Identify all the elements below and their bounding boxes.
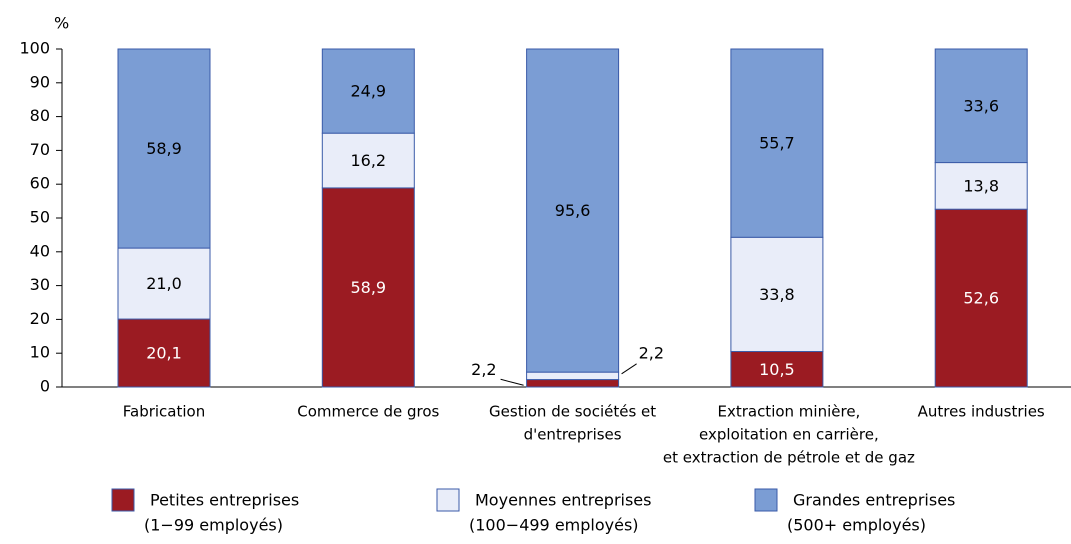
data-label: 55,7 <box>759 134 795 153</box>
bar-segment <box>526 379 620 388</box>
y-tick-label: 100 <box>19 39 50 58</box>
legend-label: Moyennes entreprises <box>475 491 651 510</box>
bar-segment <box>321 132 415 189</box>
leader-line <box>500 378 524 386</box>
bar-segment <box>321 187 415 388</box>
legend-label: (500+ employés) <box>787 516 926 535</box>
legend-label: Grandes entreprises <box>793 491 955 510</box>
data-label: 24,9 <box>350 82 386 101</box>
legend-swatch <box>111 488 135 512</box>
y-tick-label: 10 <box>30 343 50 362</box>
data-label: 2,2 <box>639 343 664 362</box>
x-tick-label: exploitation en carrière, <box>699 426 879 444</box>
bar-segment <box>526 371 620 381</box>
data-label: 2,2 <box>471 360 496 379</box>
data-label: 58,9 <box>350 278 386 297</box>
legend-label: Petites entreprises <box>150 491 299 510</box>
data-label: 16,2 <box>350 151 386 170</box>
data-label: 58,9 <box>146 139 182 158</box>
data-label: 52,6 <box>963 289 999 308</box>
y-tick-label: 30 <box>30 275 50 294</box>
bar-segment <box>934 162 1028 210</box>
bar-segment <box>934 48 1028 164</box>
bar-segment <box>730 48 824 238</box>
bar-segment <box>526 48 620 373</box>
legend-swatch <box>754 488 778 512</box>
bar-segment <box>117 318 211 388</box>
x-tick-label: et extraction de pétrole et de gaz <box>663 449 915 467</box>
x-tick-label: Gestion de sociétés et <box>489 403 656 421</box>
bar-segment <box>117 48 211 249</box>
y-tick-label: 0 <box>40 377 50 396</box>
data-label: 13,8 <box>963 176 999 195</box>
bar-segment <box>730 351 824 388</box>
y-tick-label: 20 <box>30 309 50 328</box>
data-label: 33,8 <box>759 285 795 304</box>
y-tick-label: 80 <box>30 106 50 125</box>
y-axis-label: % <box>54 14 69 33</box>
x-tick-label: Extraction minière, <box>717 403 860 421</box>
legend-swatch <box>436 488 460 512</box>
data-label: 95,6 <box>555 201 591 220</box>
data-label: 10,5 <box>759 360 795 379</box>
y-tick-label: 50 <box>30 208 50 227</box>
legend-label: (1−99 employés) <box>144 516 283 535</box>
data-label: 21,0 <box>146 274 182 293</box>
bar-segment <box>321 48 415 134</box>
data-label: 33,6 <box>963 96 999 115</box>
bar-segment <box>117 247 211 320</box>
bar-segment <box>730 236 824 353</box>
leader-line <box>621 363 637 375</box>
y-tick-label: 40 <box>30 241 50 260</box>
y-tick-label: 60 <box>30 174 50 193</box>
x-tick-label: Autres industries <box>918 403 1045 421</box>
x-tick-label: Fabrication <box>123 403 205 421</box>
x-tick-label: Commerce de gros <box>297 403 439 421</box>
x-tick-label: d'entreprises <box>524 426 622 444</box>
data-label: 20,1 <box>146 344 182 363</box>
y-tick-label: 70 <box>30 140 50 159</box>
legend-label: (100−499 employés) <box>469 516 639 535</box>
y-tick-label: 90 <box>30 72 50 91</box>
